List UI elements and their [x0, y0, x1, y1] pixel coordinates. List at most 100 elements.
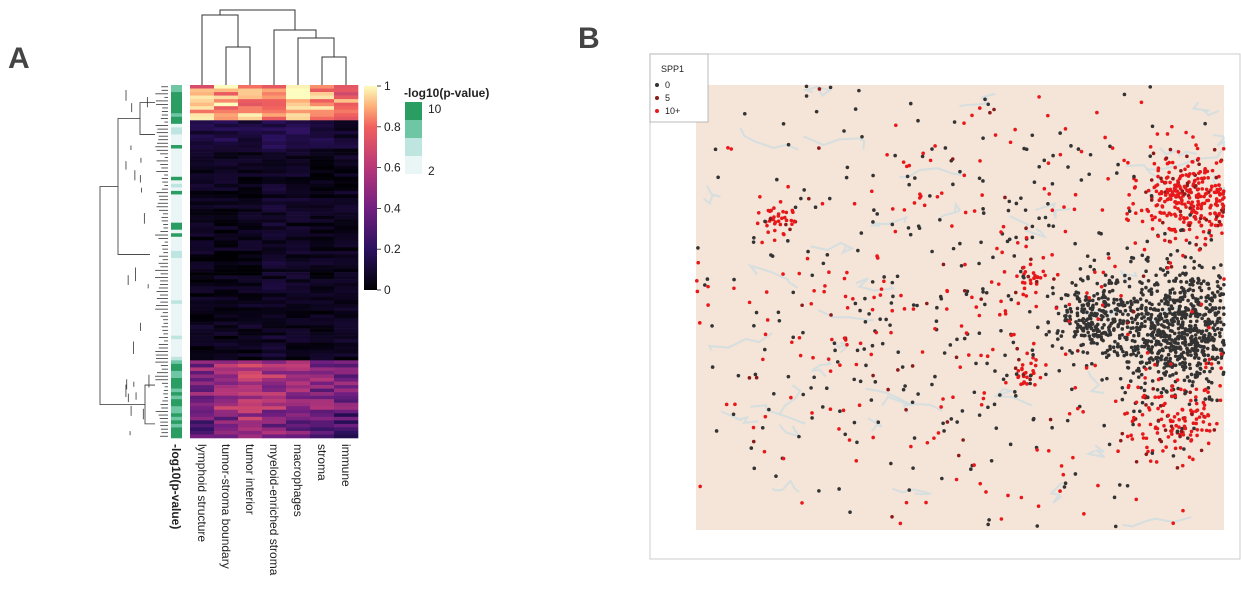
- heatmap-cell: [286, 293, 311, 298]
- scatter-point: [992, 107, 996, 112]
- heatmap-cell: [238, 212, 263, 216]
- scatter-point: [1197, 202, 1201, 207]
- scatter-point: [1206, 441, 1211, 446]
- heatmap-cell: [310, 342, 335, 347]
- scatter-point: [972, 463, 976, 467]
- annotation-cell: [171, 377, 182, 382]
- scatter-point: [862, 347, 867, 351]
- tissue-vein: [810, 241, 855, 255]
- scatter-point: [1050, 285, 1055, 290]
- heatmap-cell: [214, 236, 239, 241]
- heatmap-cell: [334, 155, 359, 160]
- scatter-point: [1034, 358, 1038, 362]
- heatmap-cell: [238, 399, 263, 403]
- annotation-cell: [171, 268, 182, 273]
- scatter-point: [1137, 423, 1142, 427]
- scatter-point: [772, 215, 776, 219]
- scatter-point: [1167, 170, 1171, 175]
- scatter-point: [1186, 288, 1191, 293]
- row-dendrogram: [99, 86, 168, 437]
- scatter-point: [696, 260, 701, 265]
- scatter-point: [1177, 417, 1181, 422]
- heatmap-cell: [214, 155, 239, 160]
- colorbar-tick-label: 0.8: [384, 120, 401, 134]
- scatter-point: [820, 201, 825, 206]
- scatter-point: [1099, 313, 1104, 318]
- scatter-point: [1187, 402, 1192, 407]
- heatmap-cell: [190, 363, 215, 368]
- scatter-point: [1162, 211, 1166, 215]
- heatmap-cell: [214, 99, 239, 103]
- scatter-point: [1195, 281, 1200, 285]
- scatter-point: [755, 221, 760, 226]
- heatmap-cell: [190, 374, 215, 379]
- scatter-point: [774, 474, 778, 478]
- scatter-point: [1013, 390, 1017, 394]
- scatter-point: [1032, 180, 1037, 185]
- scatter-point: [768, 217, 773, 221]
- scatter-point: [1163, 231, 1167, 236]
- heatmap-cell: [190, 250, 215, 255]
- heatmap-cell: [214, 303, 239, 308]
- heatmap-cell: [286, 106, 311, 111]
- scatter-point: [1214, 199, 1219, 204]
- scatter-point: [869, 398, 874, 402]
- scatter-point: [1180, 297, 1185, 302]
- scatter-point: [1219, 327, 1224, 332]
- scatter-point: [1189, 408, 1193, 413]
- heatmap-cell: [310, 427, 335, 432]
- heatmap-cell: [190, 152, 215, 156]
- scatter-point: [733, 402, 737, 407]
- heatmap-cell: [310, 392, 335, 396]
- scatter-point: [1125, 321, 1130, 325]
- heatmap-cell: [190, 413, 215, 418]
- scatter-point: [1181, 253, 1185, 258]
- scatter-point: [1138, 297, 1143, 301]
- scatter-point: [1204, 428, 1209, 433]
- heatmap-cell: [262, 296, 287, 301]
- scatter-point: [1034, 279, 1039, 284]
- scatter-point: [1221, 146, 1226, 151]
- heatmap-cell: [214, 370, 239, 375]
- scatter-point: [1070, 351, 1074, 355]
- heatmap-cell: [334, 328, 359, 333]
- scatter-point: [1178, 434, 1182, 439]
- scatter-point: [891, 294, 895, 299]
- scatter-point: [847, 438, 852, 442]
- annotation-cell: [171, 148, 182, 153]
- heatmap-cell: [262, 335, 287, 340]
- heatmap-cell: [214, 335, 239, 340]
- heatmap-cell: [190, 268, 215, 273]
- scatter-point: [1126, 160, 1130, 165]
- scatter-point: [1106, 252, 1111, 256]
- heatmap-cell: [286, 243, 311, 248]
- annotation-cell: [171, 197, 182, 202]
- scatter-point: [933, 144, 937, 148]
- scatter-point: [896, 350, 901, 354]
- annotation-cell: [171, 356, 182, 361]
- scatter-point: [1144, 403, 1148, 407]
- heatmap-cell: [214, 275, 239, 280]
- heatmap-cell: [190, 102, 215, 107]
- heatmap-cell: [238, 353, 263, 358]
- heatmap-cell: [262, 120, 287, 125]
- scatter-point: [899, 293, 903, 298]
- heatmap-cell: [238, 325, 263, 329]
- heatmap-cell: [214, 360, 239, 365]
- scatter-point: [698, 484, 702, 489]
- scatter-point: [884, 317, 888, 322]
- scatter-point: [1203, 170, 1207, 175]
- heatmap-cell: [238, 360, 263, 365]
- heatmap-cell: [334, 286, 359, 291]
- scatter-point: [999, 517, 1004, 521]
- scatter-point: [1047, 329, 1051, 334]
- scatter-point: [1140, 303, 1144, 308]
- scatter-point: [1206, 176, 1210, 180]
- heatmap-cell: [262, 152, 287, 156]
- heatmap-cell: [334, 314, 359, 319]
- scatter-point: [778, 200, 783, 204]
- heatmap-cell: [286, 385, 311, 389]
- scatter-point: [1126, 312, 1130, 317]
- scatter-point: [1163, 357, 1167, 362]
- scatter-point: [1120, 327, 1125, 331]
